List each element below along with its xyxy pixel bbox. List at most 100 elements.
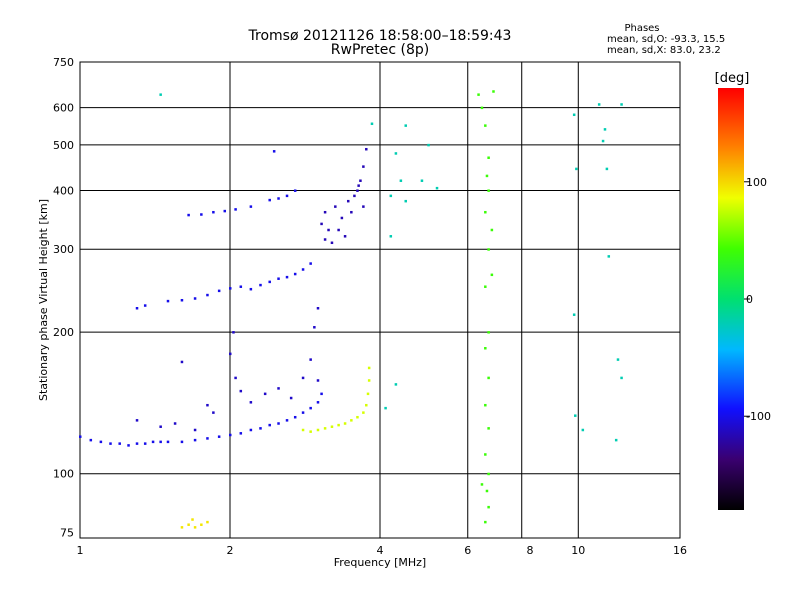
data-point xyxy=(620,103,623,106)
data-point xyxy=(249,428,253,432)
x-tick-label: 6 xyxy=(464,544,471,557)
data-point xyxy=(217,289,221,293)
data-point xyxy=(309,358,312,361)
data-point xyxy=(597,103,601,106)
data-point xyxy=(435,186,439,190)
data-point xyxy=(263,392,267,396)
data-point xyxy=(309,262,312,265)
data-point xyxy=(187,523,190,526)
data-point xyxy=(143,442,147,445)
data-point xyxy=(277,387,280,390)
data-point xyxy=(607,255,611,258)
data-point xyxy=(485,489,489,493)
data-point xyxy=(293,189,297,192)
data-point xyxy=(330,425,334,428)
data-point xyxy=(180,440,184,444)
data-point xyxy=(367,379,371,382)
data-point xyxy=(316,307,320,310)
data-point xyxy=(249,401,253,404)
data-point xyxy=(394,383,398,386)
data-point xyxy=(223,209,227,213)
data-point xyxy=(404,124,407,127)
x-tick-label: 2 xyxy=(227,544,234,557)
data-point xyxy=(337,228,340,232)
data-point xyxy=(487,472,490,476)
data-point xyxy=(484,285,487,288)
data-point xyxy=(575,167,578,171)
data-point xyxy=(427,143,430,147)
data-point xyxy=(99,440,103,444)
y-tick-label: 300 xyxy=(53,243,74,256)
data-point xyxy=(574,414,577,417)
data-point xyxy=(180,298,184,302)
x-axis-label: Frequency [MHz] xyxy=(334,556,426,569)
data-point xyxy=(487,331,490,334)
y-tick-label: 200 xyxy=(53,326,74,339)
data-point xyxy=(293,272,297,276)
data-point xyxy=(301,268,305,271)
data-point xyxy=(487,189,490,192)
data-point xyxy=(480,106,484,110)
data-point xyxy=(581,428,585,432)
data-points xyxy=(79,90,623,529)
data-point xyxy=(313,326,316,329)
data-point xyxy=(268,280,271,284)
data-point xyxy=(487,427,490,430)
y-tick-label: 500 xyxy=(53,139,74,152)
data-point xyxy=(259,427,262,430)
data-point xyxy=(484,124,487,127)
data-point xyxy=(239,389,243,393)
data-point xyxy=(356,415,359,419)
data-point xyxy=(159,425,162,428)
data-point xyxy=(484,403,487,407)
data-point xyxy=(301,376,305,380)
data-point xyxy=(353,194,356,198)
data-point xyxy=(159,440,162,444)
data-point xyxy=(323,210,327,214)
data-point xyxy=(346,199,350,203)
y-tick-label: 600 xyxy=(53,102,74,115)
data-point xyxy=(330,241,334,245)
data-point xyxy=(200,523,203,526)
data-point xyxy=(277,197,280,200)
data-point xyxy=(487,376,490,380)
data-point xyxy=(234,376,237,380)
colorbar xyxy=(718,88,744,510)
data-point xyxy=(89,438,93,442)
data-point xyxy=(135,307,139,310)
data-point xyxy=(229,352,232,356)
data-point xyxy=(301,411,305,414)
data-point xyxy=(193,438,197,442)
data-point xyxy=(359,179,362,182)
data-point xyxy=(320,222,323,226)
colorbar-tick-label: -100 xyxy=(746,410,771,423)
data-point xyxy=(193,526,197,529)
data-point xyxy=(206,520,209,524)
data-point xyxy=(601,139,605,143)
data-point xyxy=(285,194,289,198)
data-point xyxy=(259,283,262,287)
data-point xyxy=(187,213,190,217)
data-point xyxy=(118,442,121,445)
data-point xyxy=(323,238,327,241)
data-point xyxy=(334,205,337,208)
data-point xyxy=(365,403,368,407)
data-point xyxy=(309,406,312,410)
data-point xyxy=(572,313,576,316)
data-point xyxy=(394,152,398,155)
x-tick-label: 4 xyxy=(377,544,384,557)
data-point xyxy=(285,275,289,279)
data-point xyxy=(362,205,365,208)
data-point xyxy=(159,93,162,96)
data-point xyxy=(135,419,139,422)
data-point xyxy=(166,440,170,444)
data-point xyxy=(362,165,365,168)
data-point xyxy=(350,210,353,214)
data-point xyxy=(484,520,487,524)
data-point xyxy=(232,331,235,334)
x-tick-label: 10 xyxy=(571,544,585,557)
data-point xyxy=(350,419,353,422)
data-point xyxy=(484,346,487,350)
data-point xyxy=(370,122,374,126)
